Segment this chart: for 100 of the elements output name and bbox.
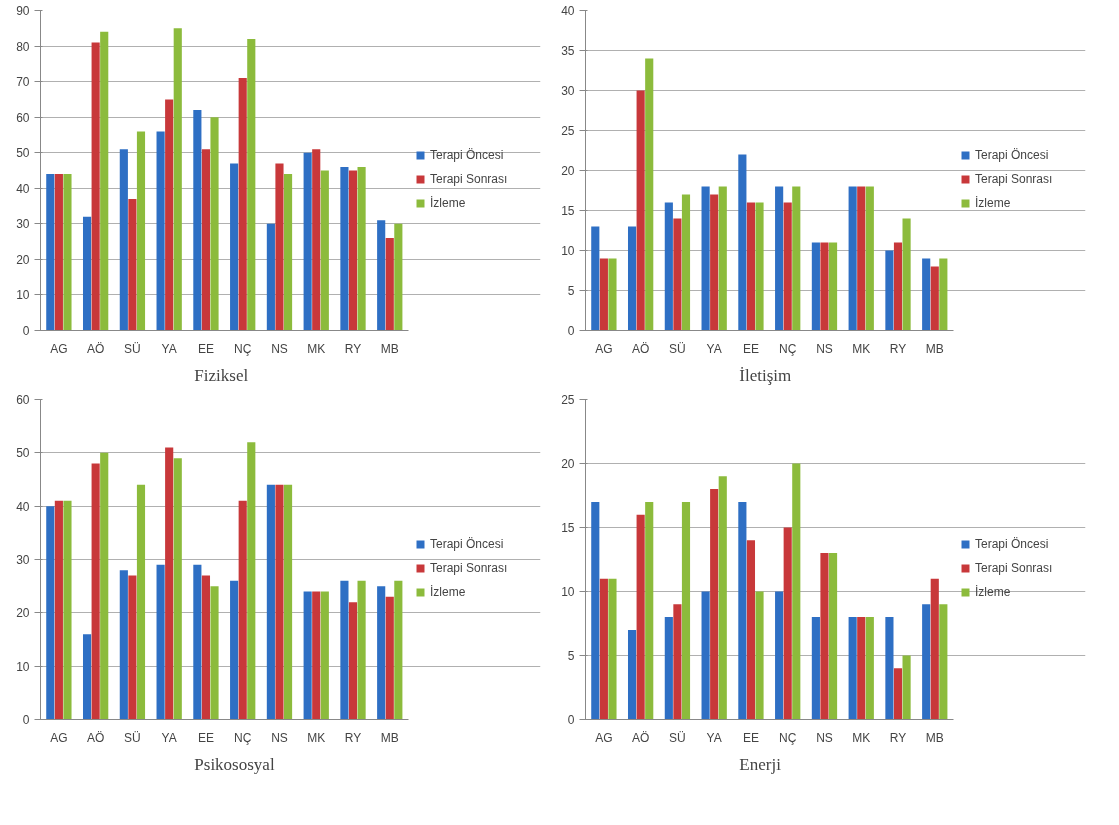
legend-label: İzleme — [430, 585, 466, 599]
bar — [348, 602, 358, 720]
y-tick-label: 50 — [16, 146, 30, 161]
bar — [100, 31, 109, 331]
bar — [385, 238, 394, 331]
bar — [885, 617, 894, 720]
y-tick-label: 5 — [567, 284, 575, 298]
bar — [156, 564, 165, 720]
x-tick-label: RY — [889, 730, 907, 745]
bar — [922, 604, 931, 720]
bar — [100, 452, 109, 720]
bar — [82, 634, 92, 720]
bar — [848, 186, 857, 331]
bar — [738, 154, 747, 331]
bar — [303, 152, 312, 331]
y-tick-label: 0 — [22, 713, 30, 727]
bar — [54, 174, 63, 331]
y-tick-label: 30 — [16, 217, 30, 232]
bar — [755, 591, 764, 720]
bar — [156, 131, 165, 331]
x-tick-label: NÇ — [234, 730, 252, 745]
bar — [201, 149, 211, 331]
text: Enerji — [739, 754, 782, 774]
bar — [738, 501, 747, 720]
bar — [63, 174, 72, 331]
y-tick-label: 20 — [16, 252, 30, 267]
bar — [857, 186, 866, 331]
bar — [247, 38, 256, 331]
bar — [230, 580, 239, 720]
bar — [939, 258, 948, 331]
bar — [394, 223, 403, 331]
bar — [902, 655, 911, 720]
bar — [275, 163, 284, 331]
bar — [599, 578, 608, 720]
bar — [746, 202, 756, 331]
bar — [348, 170, 358, 331]
bar — [173, 458, 182, 720]
legend-label: Terapi Öncesi — [430, 537, 504, 551]
x-tick-label: AÖ — [86, 341, 105, 356]
bar — [320, 170, 329, 331]
bar — [46, 174, 55, 331]
bar — [664, 617, 673, 720]
bar — [128, 575, 137, 720]
bar — [91, 42, 100, 331]
x-tick-label: MB — [925, 730, 944, 745]
bar — [681, 501, 691, 720]
x-tick-label: SÜ — [669, 730, 686, 745]
x-tick-label: SÜ — [124, 730, 141, 745]
x-tick-label: MK — [852, 730, 871, 745]
y-tick-label: 40 — [16, 181, 30, 196]
bar — [775, 186, 784, 331]
bar — [54, 500, 63, 720]
x-tick-label: SÜ — [124, 341, 141, 356]
y-tick-label: 30 — [561, 84, 575, 98]
bar — [746, 540, 756, 720]
bar — [283, 484, 293, 720]
y-tick-label: 5 — [567, 649, 575, 663]
bar — [591, 501, 600, 720]
bar — [885, 250, 894, 331]
bar — [608, 258, 617, 331]
bar — [627, 629, 637, 720]
bar — [718, 476, 727, 720]
bar — [710, 489, 719, 720]
bar — [312, 591, 321, 720]
bar — [173, 28, 182, 331]
y-tick-label: 70 — [16, 75, 30, 90]
bar — [902, 218, 911, 331]
bar — [664, 202, 673, 331]
x-tick-label: AG — [50, 730, 68, 745]
bar — [266, 484, 275, 720]
x-tick-label: NS — [816, 730, 833, 745]
bar — [238, 500, 247, 720]
x-tick-label: EE — [197, 341, 214, 356]
bar — [46, 506, 55, 720]
y-tick-label: 30 — [16, 553, 30, 567]
bar — [303, 591, 312, 720]
legend-label: Terapi Öncesi — [975, 148, 1049, 162]
bar — [811, 617, 820, 720]
bar — [820, 553, 829, 720]
x-tick-label: MB — [925, 341, 944, 356]
x-tick-label: AG — [595, 730, 613, 745]
bar — [136, 131, 146, 331]
bar — [320, 591, 329, 720]
x-tick-label: AG — [595, 341, 613, 356]
x-tick-label: RY — [889, 341, 907, 356]
bar — [848, 617, 857, 720]
bar — [930, 578, 939, 720]
text: İletişim — [739, 365, 792, 385]
bar — [792, 463, 801, 720]
bar — [783, 202, 792, 331]
bar — [718, 186, 727, 331]
bar — [230, 163, 239, 331]
x-tick-label: NÇ — [779, 341, 797, 356]
legend-label: Terapi Sonrası — [975, 561, 1053, 575]
bar — [247, 442, 256, 720]
bar — [710, 194, 719, 331]
y-tick-label: 20 — [16, 606, 30, 621]
bar — [857, 617, 866, 720]
y-tick-label: 35 — [561, 44, 575, 58]
bar — [136, 484, 146, 720]
